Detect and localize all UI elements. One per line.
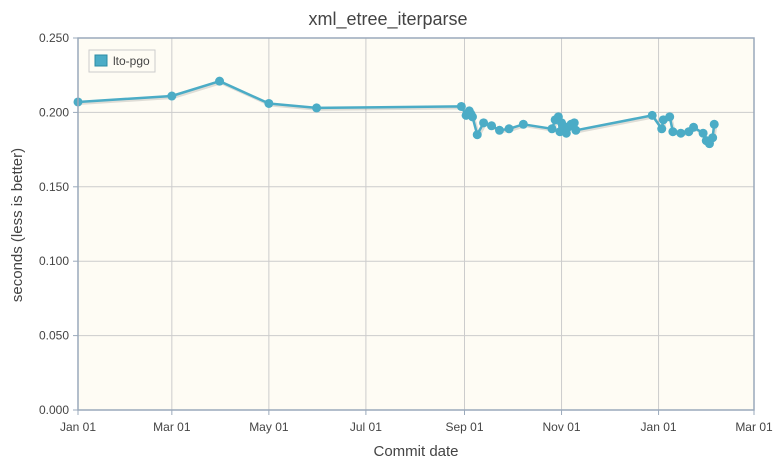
y-tick-label: 0.000 bbox=[39, 403, 69, 417]
plot-background bbox=[78, 38, 754, 410]
data-point bbox=[689, 122, 699, 132]
y-tick-label: 0.200 bbox=[39, 105, 69, 119]
data-point bbox=[569, 118, 579, 128]
data-point bbox=[479, 118, 489, 128]
x-tick-label: Jan 01 bbox=[641, 420, 677, 434]
x-axis-title: Commit date bbox=[373, 443, 458, 460]
data-point bbox=[698, 128, 708, 138]
data-point bbox=[676, 128, 686, 138]
legend-label: lto-pgo bbox=[113, 54, 150, 68]
x-tick-label: May 01 bbox=[249, 420, 289, 434]
y-tick-label: 0.100 bbox=[39, 254, 69, 268]
x-tick-label: Nov 01 bbox=[543, 420, 581, 434]
data-point bbox=[571, 125, 581, 135]
data-point bbox=[518, 119, 528, 129]
x-tick-label: Mar 01 bbox=[735, 420, 773, 434]
data-point bbox=[472, 130, 482, 140]
x-tick-label: Jul 01 bbox=[350, 420, 382, 434]
data-point bbox=[547, 124, 557, 134]
plot-area bbox=[78, 38, 754, 410]
y-axis-title: seconds (less is better) bbox=[9, 148, 26, 302]
data-point bbox=[312, 103, 322, 113]
x-tick-label: Sep 01 bbox=[445, 420, 483, 434]
plot-border bbox=[77, 37, 755, 411]
data-point bbox=[467, 112, 477, 122]
y-tick-label: 0.050 bbox=[39, 329, 69, 343]
data-point bbox=[167, 91, 177, 101]
data-point bbox=[708, 133, 718, 143]
data-point bbox=[215, 76, 225, 86]
y-tick-label: 0.250 bbox=[39, 31, 69, 45]
legend: lto-pgo bbox=[88, 49, 156, 73]
data-point bbox=[456, 101, 466, 111]
data-point bbox=[665, 112, 675, 122]
data-point bbox=[709, 119, 719, 129]
series-layer bbox=[73, 76, 719, 149]
y-tick-label: 0.150 bbox=[39, 180, 69, 194]
data-point bbox=[487, 121, 497, 131]
data-point bbox=[264, 98, 274, 108]
x-tick-label: Jan 01 bbox=[60, 420, 96, 434]
axes: 0.000 0.050 0.100 0.150 0.200 0.250 Jan 01 Mar … bbox=[39, 31, 773, 434]
x-tick-label: Mar 01 bbox=[153, 420, 191, 434]
chart-title: xml_etree_iterparse bbox=[308, 9, 467, 30]
data-point bbox=[657, 124, 667, 134]
data-point bbox=[495, 125, 505, 135]
data-point bbox=[647, 110, 657, 120]
legend-swatch bbox=[94, 54, 108, 67]
data-point bbox=[668, 127, 678, 137]
data-point bbox=[504, 124, 514, 134]
